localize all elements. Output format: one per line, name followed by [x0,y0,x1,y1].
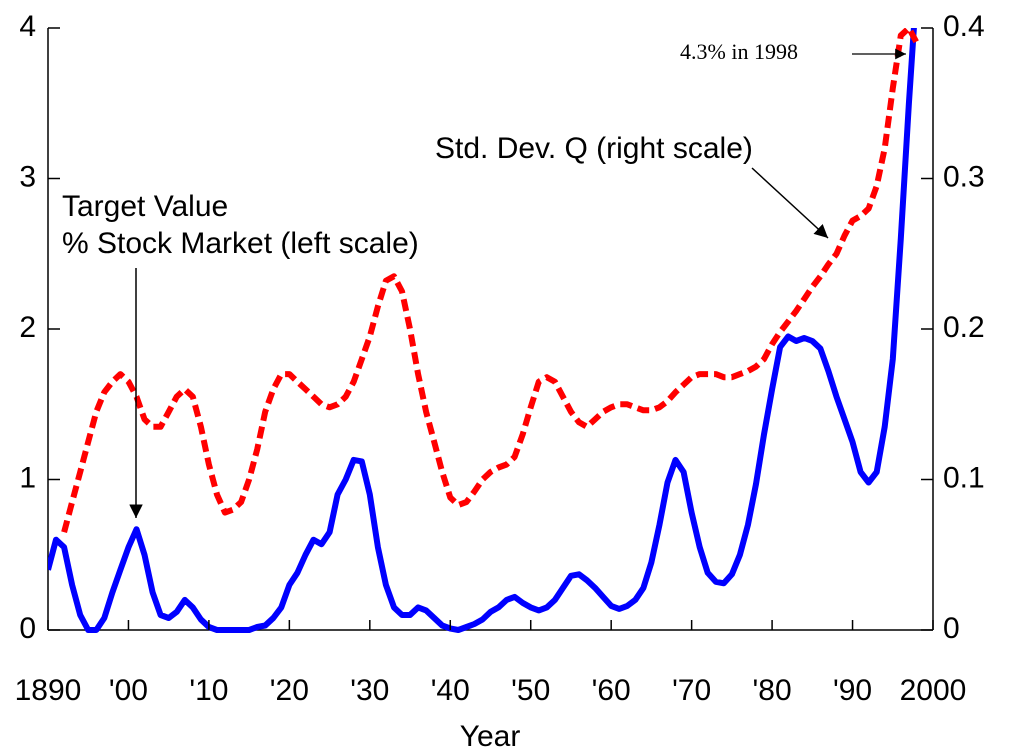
x-tick-label: '80 [753,674,792,707]
annotation: Std. Dev. Q (right scale) [435,132,753,165]
y2-tick-label: 0.3 [943,160,985,193]
plot-area [48,28,920,633]
x-axis-label: Year [460,720,521,753]
x-tick-label: 1890 [15,674,82,707]
y-tick-label: 4 [19,10,36,43]
x-tick-label: 2000 [900,674,967,707]
y2-tick-label: 0.1 [943,461,985,494]
annotation: % Stock Market (left scale) [62,227,419,260]
y-tick-label: 0 [19,612,36,645]
x-tick-label: '00 [109,674,148,707]
x-tick-label: '30 [350,674,389,707]
x-tick-label: '20 [270,674,309,707]
y2-tick-label: 0 [943,612,960,645]
y2-tick-label: 0.4 [943,10,985,43]
annotation: 4.3% in 1998 [680,39,798,64]
arrow [751,167,829,239]
x-tick-label: '90 [833,674,872,707]
y-tick-label: 2 [19,311,36,344]
y-tick-label: 1 [19,461,36,494]
annotation: Target Value [62,190,228,223]
line [61,28,920,533]
x-tick-label: '50 [511,674,550,707]
line [48,28,917,633]
x-tick-label: '70 [672,674,711,707]
y2-tick-label: 0.2 [943,311,985,344]
x-tick-label: '10 [189,674,228,707]
x-tick-label: '40 [431,674,470,707]
x-tick-label: '60 [592,674,631,707]
y-tick-label: 3 [19,160,36,193]
